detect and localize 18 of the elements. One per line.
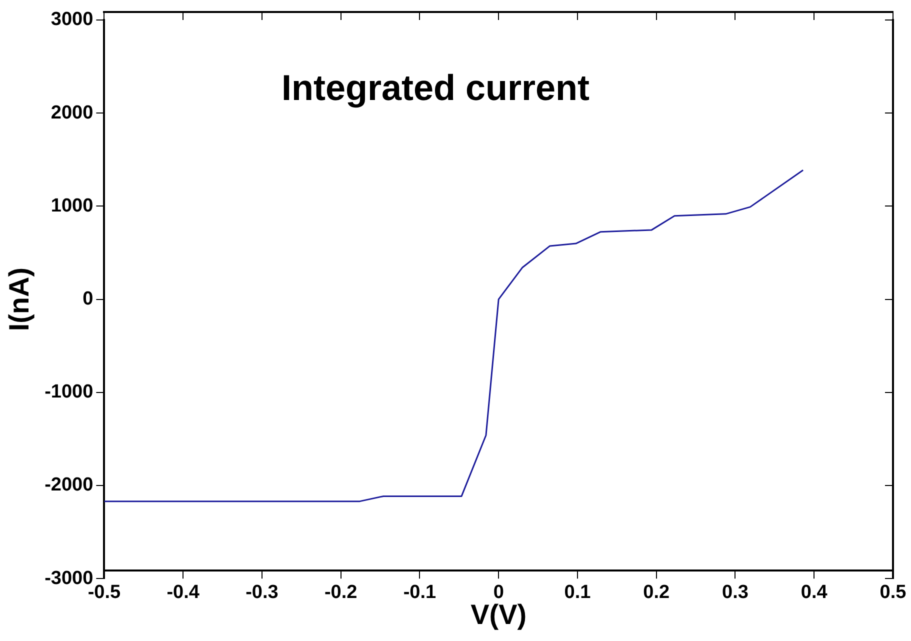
annotation: Integrated current [281,66,590,108]
x-tick-label: 0.3 [722,582,748,604]
y-tick-label: 3000 [50,9,94,30]
x-tick-label: -0.1 [403,582,437,604]
x-tick-label: -0.3 [246,582,278,604]
x-tick-label: 0.1 [564,582,592,604]
y-tick-label: 2000 [50,102,94,124]
x-tick-label: 0.5 [880,582,907,604]
x-tick-label: -0.2 [324,582,358,604]
y-tick-label: -2000 [44,474,94,496]
x-tick-label: 0.4 [800,582,828,604]
x-tick-label: 0.2 [643,582,670,604]
y-tick-label: 0 [82,288,94,310]
x-tick-label: -0.4 [166,582,200,604]
y-tick-label: 1000 [50,195,94,216]
y-tick-label: -1000 [44,382,94,403]
y-tick-label: -3000 [44,568,94,589]
y-axis-title: I(nA) [4,267,35,332]
